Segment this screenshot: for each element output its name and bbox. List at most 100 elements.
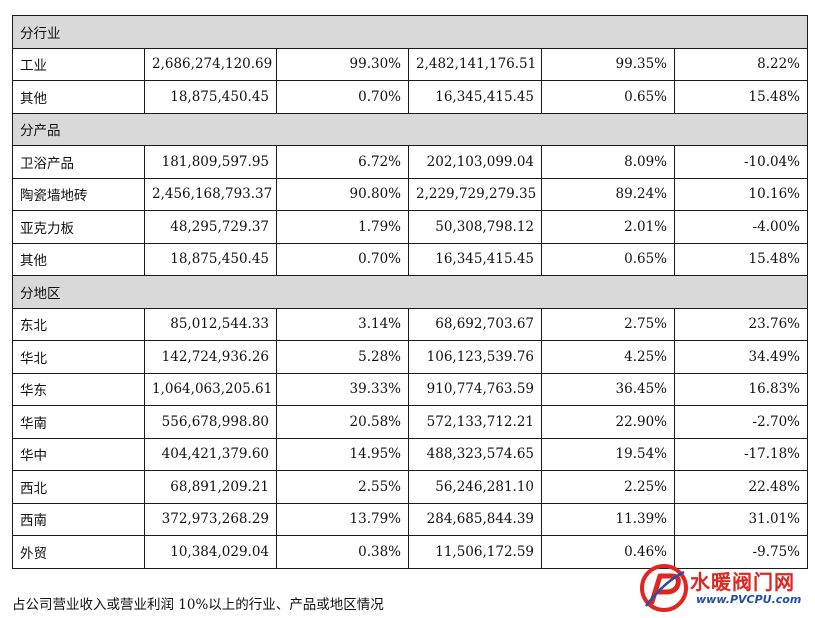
table-row: 西南 372,973,268.29 13.79% 284,685,844.39 11.3… <box>12 502 808 536</box>
value-cell: -10.04% <box>674 145 808 179</box>
value-cell: 910,774,763.59 <box>408 372 542 406</box>
value-cell: 106,123,539.76 <box>408 340 542 374</box>
value-cell: 85,012,544.33 <box>144 307 277 341</box>
row-label-cell: 外贸 <box>12 535 145 569</box>
row-label-cell: 华中 <box>12 437 145 471</box>
pvcpu-logo-icon <box>640 564 688 612</box>
value-cell: -9.75% <box>674 535 808 569</box>
value-cell: 142,724,936.26 <box>144 340 277 374</box>
row-label-cell: 卫浴产品 <box>12 145 145 179</box>
value-cell: 10.16% <box>674 177 808 211</box>
value-cell: 68,692,703.67 <box>408 307 542 341</box>
table-row: 西北 68,891,209.21 2.55% 56,246,281.10 2.25% 22… <box>12 470 808 504</box>
value-cell: 488,323,574.65 <box>408 437 542 471</box>
value-cell: 11.39% <box>541 502 675 536</box>
value-cell: 99.35% <box>541 47 675 81</box>
value-cell: -2.70% <box>674 405 808 439</box>
value-cell: 10,384,029.04 <box>144 535 277 569</box>
table-body: 分行业 工业 2,686,274,120.69 99.30% 2,482,141,176… <box>12 15 808 569</box>
watermark-text: 水暖阀门网 <box>690 570 795 594</box>
table-row: 华东 1,064,063,205.61 39.33% 910,774,763.59 36… <box>12 372 808 406</box>
value-cell: 11,506,172.59 <box>408 535 542 569</box>
value-cell: 0.70% <box>276 242 409 276</box>
value-cell: 2.25% <box>541 470 675 504</box>
table-row: 亚克力板 48,295,729.37 1.79% 50,308,798.12 2.01%… <box>12 210 808 244</box>
table-row: 其他 18,875,450.45 0.70% 16,345,415.45 0.65% 15… <box>12 242 808 276</box>
table-row: 陶瓷墙地砖 2,456,168,793.37 90.80% 2,229,729,279… <box>12 177 808 211</box>
row-label-cell: 华东 <box>12 372 145 406</box>
value-cell: 23.76% <box>674 307 808 341</box>
value-cell: 89.24% <box>541 177 675 211</box>
value-cell: 2,229,729,279.35 <box>408 177 542 211</box>
value-cell: 36.45% <box>541 372 675 406</box>
value-cell: 48,295,729.37 <box>144 210 277 244</box>
value-cell: 0.65% <box>541 242 675 276</box>
row-label-cell: 其他 <box>12 242 145 276</box>
section-header-row: 分地区 <box>12 275 808 309</box>
table-row: 华南 556,678,998.80 20.58% 572,133,712.21 22.9… <box>12 405 808 439</box>
value-cell: 19.54% <box>541 437 675 471</box>
row-label-cell: 亚克力板 <box>12 210 145 244</box>
section-title: 分地区 <box>12 275 808 309</box>
row-label-cell: 东北 <box>12 307 145 341</box>
value-cell: 22.90% <box>541 405 675 439</box>
table-row: 华北 142,724,936.26 5.28% 106,123,539.76 4.25%… <box>12 340 808 374</box>
value-cell: 3.14% <box>276 307 409 341</box>
value-cell: 572,133,712.21 <box>408 405 542 439</box>
row-label-cell: 其他 <box>12 80 145 114</box>
value-cell: 372,973,268.29 <box>144 502 277 536</box>
row-label-cell: 西北 <box>12 470 145 504</box>
value-cell: 2.55% <box>276 470 409 504</box>
section-header-row: 分行业 <box>12 15 808 49</box>
value-cell: 20.58% <box>276 405 409 439</box>
row-label-cell: 工业 <box>12 47 145 81</box>
value-cell: 2,482,141,176.51 <box>408 47 542 81</box>
value-cell: 5.28% <box>276 340 409 374</box>
value-cell: 56,246,281.10 <box>408 470 542 504</box>
value-cell: 22.48% <box>674 470 808 504</box>
value-cell: 90.80% <box>276 177 409 211</box>
value-cell: 15.48% <box>674 242 808 276</box>
row-label-cell: 华北 <box>12 340 145 374</box>
row-label-cell: 陶瓷墙地砖 <box>12 177 145 211</box>
value-cell: 1,064,063,205.61 <box>144 372 277 406</box>
value-cell: 16,345,415.45 <box>408 242 542 276</box>
table-row: 其他 18,875,450.45 0.70% 16,345,415.45 0.65% 15… <box>12 80 808 114</box>
value-cell: 15.48% <box>674 80 808 114</box>
value-cell: 39.33% <box>276 372 409 406</box>
row-label-cell: 西南 <box>12 502 145 536</box>
value-cell: -4.00% <box>674 210 808 244</box>
value-cell: 31.01% <box>674 502 808 536</box>
value-cell: 4.25% <box>541 340 675 374</box>
watermark-url: www.PVCPU.com <box>696 593 802 606</box>
value-cell: 8.09% <box>541 145 675 179</box>
value-cell: 16.83% <box>674 372 808 406</box>
value-cell: 2,686,274,120.69 <box>144 47 277 81</box>
table-caption: 占公司营业收入或营业利润 10%以上的行业、产品或地区情况 <box>12 597 384 613</box>
table-row: 工业 2,686,274,120.69 99.30% 2,482,141,176.51… <box>12 47 808 81</box>
value-cell: 1.79% <box>276 210 409 244</box>
value-cell: 8.22% <box>674 47 808 81</box>
site-watermark: 水暖阀门网 www.PVCPU.com <box>636 560 814 616</box>
value-cell: 0.38% <box>276 535 409 569</box>
value-cell: 404,421,379.60 <box>144 437 277 471</box>
value-cell: -17.18% <box>674 437 808 471</box>
section-title: 分行业 <box>12 15 808 49</box>
value-cell: 181,809,597.95 <box>144 145 277 179</box>
value-cell: 99.30% <box>276 47 409 81</box>
value-cell: 2.01% <box>541 210 675 244</box>
value-cell: 284,685,844.39 <box>408 502 542 536</box>
value-cell: 202,103,099.04 <box>408 145 542 179</box>
section-header-row: 分产品 <box>12 112 808 146</box>
value-cell: 18,875,450.45 <box>144 242 277 276</box>
value-cell: 2,456,168,793.37 <box>144 177 277 211</box>
value-cell: 0.65% <box>541 80 675 114</box>
value-cell: 0.70% <box>276 80 409 114</box>
value-cell: 16,345,415.45 <box>408 80 542 114</box>
value-cell: 13.79% <box>276 502 409 536</box>
value-cell: 14.95% <box>276 437 409 471</box>
value-cell: 556,678,998.80 <box>144 405 277 439</box>
value-cell: 6.72% <box>276 145 409 179</box>
value-cell: 50,308,798.12 <box>408 210 542 244</box>
segment-revenue-table: 分行业 工业 2,686,274,120.69 99.30% 2,482,141,176… <box>12 15 808 569</box>
